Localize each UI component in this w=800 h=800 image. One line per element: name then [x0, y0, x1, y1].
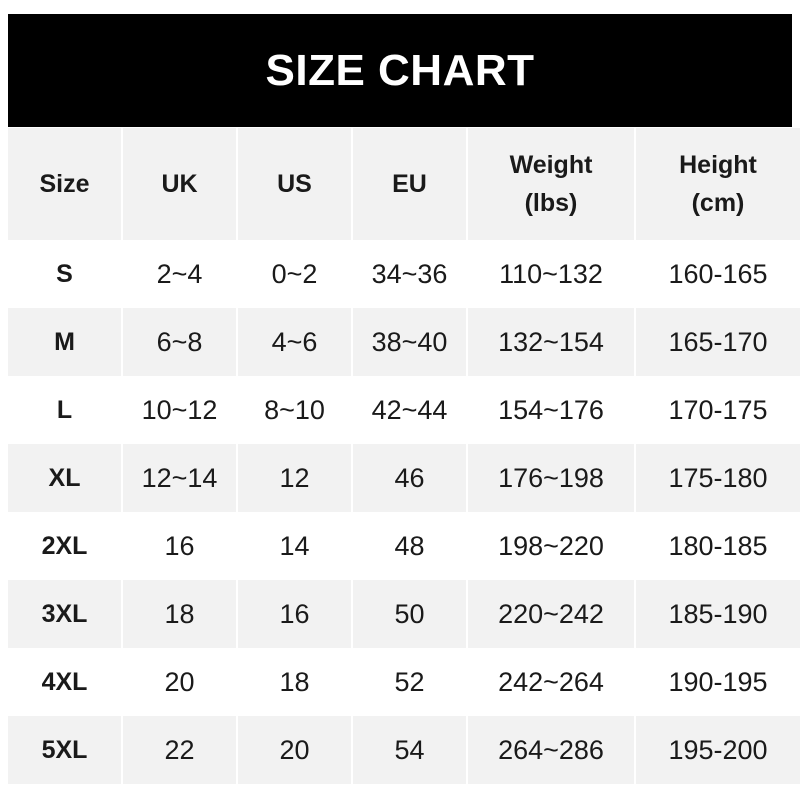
table-cell: 0~2 [238, 240, 351, 308]
table-cell: 165-170 [636, 308, 800, 376]
header-unit: (lbs) [524, 189, 578, 217]
column-header-us: US [238, 128, 351, 240]
table-cell: 34~36 [353, 240, 466, 308]
table-cell: 2~4 [123, 240, 236, 308]
table-cell: 16 [123, 512, 236, 580]
table-cell: 132~154 [468, 308, 634, 376]
table-cell: 5XL [8, 716, 121, 784]
table-row: XL 12~14 12 46 176~198 175-180 [8, 444, 800, 512]
table-cell: XL [8, 444, 121, 512]
table-cell: 50 [353, 580, 466, 648]
header-label: Size [39, 170, 90, 198]
table-cell: 190-195 [636, 648, 800, 716]
table-cell: 52 [353, 648, 466, 716]
table-cell: 180-185 [636, 512, 800, 580]
size-chart-table: Size UK US EU Weight (lbs) Height (cm) S 2~4 0~2 3… [6, 128, 800, 784]
table-cell: 18 [238, 648, 351, 716]
table-cell: 48 [353, 512, 466, 580]
table-cell: 18 [123, 580, 236, 648]
table-row: 4XL 20 18 52 242~264 190-195 [8, 648, 800, 716]
table-cell: 20 [123, 648, 236, 716]
table-cell: 185-190 [636, 580, 800, 648]
table-cell: 6~8 [123, 308, 236, 376]
table-cell: 160-165 [636, 240, 800, 308]
table-row: S 2~4 0~2 34~36 110~132 160-165 [8, 240, 800, 308]
header-unit: (cm) [691, 189, 745, 217]
table-cell: L [8, 376, 121, 444]
table-cell: 10~12 [123, 376, 236, 444]
header-row: Size UK US EU Weight (lbs) Height (cm) [8, 128, 800, 240]
column-header-uk: UK [123, 128, 236, 240]
table-row: 2XL 16 14 48 198~220 180-185 [8, 512, 800, 580]
table-cell: 22 [123, 716, 236, 784]
table-cell: 154~176 [468, 376, 634, 444]
table-cell: 46 [353, 444, 466, 512]
column-header-size: Size [8, 128, 121, 240]
table-cell: 54 [353, 716, 466, 784]
table-row: M 6~8 4~6 38~40 132~154 165-170 [8, 308, 800, 376]
table-cell: 12 [238, 444, 351, 512]
header-label: Weight [509, 151, 593, 179]
header-label: UK [161, 170, 198, 198]
table-cell: 242~264 [468, 648, 634, 716]
header-label: US [277, 170, 312, 198]
table-row: 5XL 22 20 54 264~286 195-200 [8, 716, 800, 784]
table-cell: 220~242 [468, 580, 634, 648]
table-cell: 264~286 [468, 716, 634, 784]
column-header-weight: Weight (lbs) [468, 128, 634, 240]
table-cell: 42~44 [353, 376, 466, 444]
table-cell: 4~6 [238, 308, 351, 376]
table-cell: 198~220 [468, 512, 634, 580]
table-cell: 4XL [8, 648, 121, 716]
table-cell: 175-180 [636, 444, 800, 512]
table-cell: S [8, 240, 121, 308]
table-cell: 20 [238, 716, 351, 784]
table-row: 3XL 18 16 50 220~242 185-190 [8, 580, 800, 648]
table-cell: 170-175 [636, 376, 800, 444]
table-cell: 16 [238, 580, 351, 648]
header-label: EU [392, 170, 427, 198]
table-cell: 12~14 [123, 444, 236, 512]
column-header-height: Height (cm) [636, 128, 800, 240]
table-cell: 2XL [8, 512, 121, 580]
table-cell: 8~10 [238, 376, 351, 444]
table-cell: 195-200 [636, 716, 800, 784]
table-cell: 14 [238, 512, 351, 580]
table-row: L 10~12 8~10 42~44 154~176 170-175 [8, 376, 800, 444]
size-chart-title: SIZE CHART [8, 14, 792, 127]
table-cell: M [8, 308, 121, 376]
column-header-eu: EU [353, 128, 466, 240]
table-cell: 3XL [8, 580, 121, 648]
table-cell: 176~198 [468, 444, 634, 512]
table-cell: 110~132 [468, 240, 634, 308]
header-label: Height [679, 151, 757, 179]
table-cell: 38~40 [353, 308, 466, 376]
